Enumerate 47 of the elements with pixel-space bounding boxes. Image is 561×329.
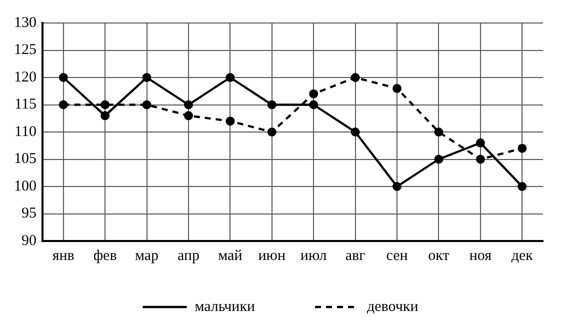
x-tick-label: янв [52,248,74,264]
point [184,100,193,110]
x-tick-label: июн [258,248,286,264]
point [226,73,235,82]
y-tick-label: 120 [14,69,36,86]
x-tick-label: окт [428,248,450,264]
x-tick-label: ноя [469,248,492,264]
point [142,100,152,110]
point [434,154,444,164]
point [350,128,360,136]
point [226,116,235,126]
y-tick-label: 130 [14,14,36,31]
y-tick-label: 95 [22,206,36,222]
x-tick-label: фев [93,248,117,264]
point [518,144,527,153]
point [142,73,152,82]
point [392,182,402,191]
point [392,84,402,93]
point [434,128,444,136]
point [184,111,193,120]
point [100,100,110,110]
x-tick-label: сен [386,248,408,264]
legend-label: девочки [367,298,418,315]
y-tick-label: 110 [14,124,36,140]
point [309,100,318,110]
point [476,154,485,164]
point [267,128,276,136]
point [58,73,68,82]
point [476,138,485,148]
x-tick-label: дек [511,248,534,264]
y-tick-label: 125 [14,42,36,58]
x-tick-label: июл [300,248,328,264]
point [267,100,276,110]
x-tick-label: май [218,248,242,264]
y-tick-label: 115 [14,96,36,113]
point [100,111,110,120]
y-tick-label: 90 [22,232,36,249]
legend-label: мальчики [194,298,256,315]
y-tick-label: 100 [14,178,36,194]
x-tick-label: мар [134,248,159,264]
x-tick-label: авг [345,248,366,264]
point [58,100,68,110]
x-tick-label: апр [177,248,200,264]
y-tick-label: 105 [14,151,36,168]
point [309,89,318,98]
point [518,182,527,191]
point [350,73,360,82]
